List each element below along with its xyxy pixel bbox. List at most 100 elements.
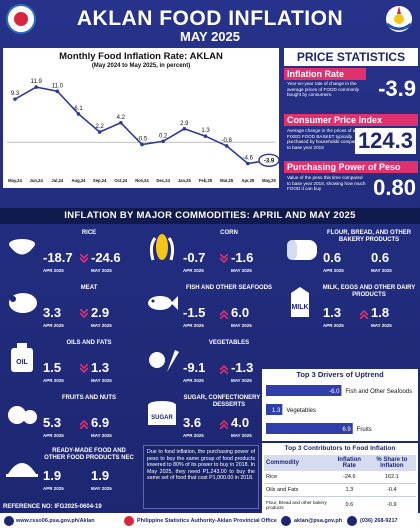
chart-subtitle: (May 2024 to May 2025, in percent) <box>91 63 191 69</box>
commodity-apr-value: 1.3 <box>323 305 342 320</box>
x-tick-label: Mar,25 <box>220 178 234 183</box>
ready-food-icon <box>6 463 38 477</box>
data-label: -0.5 <box>137 137 148 143</box>
x-tick-label: Jun,24 <box>30 178 44 183</box>
arrow-up-icon <box>220 309 228 319</box>
footer-office: Philippine Statistics Authority-Aklan Pr… <box>137 518 277 524</box>
apr-label: APR 2025 <box>43 486 64 491</box>
svg-text:OIL: OIL <box>16 359 28 366</box>
footer-email[interactable]: aklan@psa.gov.ph <box>294 518 343 524</box>
x-tick-label: Feb,25 <box>199 178 213 183</box>
inflation-rate-desc: Year-on-year rate of change in the avera… <box>287 81 359 98</box>
commodity-may-value: 1.9 <box>91 468 110 483</box>
data-label: 0.2 <box>159 133 168 139</box>
arrow-down-icon <box>80 254 88 264</box>
data-point <box>34 85 38 89</box>
may-label: MAY 2025 <box>231 323 252 328</box>
commodity-card: FLOUR, BREAD, AND OTHER BAKERY PRODUCTS 0… <box>283 228 419 280</box>
commodity-name: OILS AND FATS <box>66 340 112 346</box>
table-row: Flour, Bread and other bakery products 0… <box>264 496 416 514</box>
commodities-heading: INFLATION BY MAJOR COMMODITIES: APRIL AN… <box>0 208 420 224</box>
data-point <box>161 139 165 144</box>
psa-logo-icon <box>6 4 36 34</box>
data-label: -3.9 <box>264 158 275 164</box>
table-row: Rice -24.6 162.1 <box>264 471 416 484</box>
data-label: 2.9 <box>180 121 189 127</box>
commodity-name: READY-MADE FOOD AND OTHER FOOD PRODUCTS … <box>44 448 134 461</box>
sugar-icon: SUGAR <box>148 401 176 425</box>
table-cell: Rice <box>264 471 331 484</box>
commodity-name: MEAT <box>80 285 98 291</box>
x-tick-label: Aug,24 <box>72 178 87 183</box>
commodity-name: FRUITS AND NUTS <box>61 395 117 401</box>
apr-label: APR 2025 <box>183 433 204 438</box>
commodity-card: SUGAR SUGAR, CONFECTIONERY AND DESSERTS 3.… <box>143 393 279 445</box>
apr-label: APR 2025 <box>43 323 64 328</box>
x-tick-label: Sep,24 <box>93 178 107 183</box>
commodity-apr-value: -18.7 <box>43 250 73 265</box>
data-point <box>97 130 102 134</box>
commodity-apr-value: 5.3 <box>43 415 62 430</box>
purchasing-power-label: Purchasing Power of Peso <box>284 161 418 173</box>
commodity-may-value: -1.6 <box>231 250 254 265</box>
apr-label: APR 2025 <box>183 323 204 328</box>
may-label: MAY 2025 <box>91 433 112 438</box>
table-cell: -0.4 <box>367 483 416 497</box>
data-point <box>119 120 123 125</box>
x-tick-label: Jul,24 <box>51 178 64 183</box>
table-cell: 0.6 <box>330 496 368 514</box>
inflation-line-chart: 9.3 May,24 11.9 Jun,24 11.0 Jul,24 6.1 Aug,24 2.… <box>7 79 279 183</box>
apr-label: APR 2025 <box>43 268 64 273</box>
inflation-series-line <box>14 86 270 165</box>
milk-icon: MILK <box>291 287 309 317</box>
data-label: 9.3 <box>11 91 20 97</box>
commodity-card: MEAT 3.3 2.9 APR 2025 MAY 2025 <box>3 283 139 335</box>
apr-label: APR 2025 <box>183 268 204 273</box>
col-commodity: Commodity <box>264 455 331 471</box>
commodity-may-value: 6.9 <box>91 415 110 430</box>
facebook-icon <box>4 516 14 526</box>
arrow-up-icon <box>220 419 228 429</box>
commodity-apr-value: 0.6 <box>323 250 342 265</box>
footer-facebook[interactable]: www.rsso06.psa.gov.ph/Aklan <box>16 518 95 524</box>
data-point <box>140 142 144 147</box>
data-point <box>224 144 229 148</box>
arrow-up-icon <box>220 364 228 374</box>
chart-title: Monthly Food Inflation Rate: AKLAN <box>59 51 223 62</box>
driver-value: -6.0 <box>329 389 340 395</box>
may-label: MAY 2025 <box>91 486 112 491</box>
commodity-name: VEGETABLES <box>208 340 250 346</box>
may-label: MAY 2025 <box>91 323 112 328</box>
x-tick-label: Nov,24 <box>135 178 149 183</box>
driver-bar <box>266 385 342 396</box>
commodity-card: MILK MILK, EGGS AND OTHER DAIRY PRODUCTS 1… <box>283 283 419 335</box>
arrow-down-icon <box>80 364 88 374</box>
col-share: % Share to Inflation <box>367 455 416 471</box>
meat-icon <box>9 293 37 313</box>
commodity-name: SUGAR, CONFECTIONERY AND DESSERTS <box>183 395 275 408</box>
data-point <box>203 134 208 138</box>
data-point <box>76 112 81 116</box>
table-cell: Oils and Fats <box>264 483 331 497</box>
page-subtitle: MAY 2025 <box>180 29 240 44</box>
may-label: MAY 2025 <box>231 378 252 383</box>
commodity-may-value: 2.9 <box>91 305 110 320</box>
table-row: Oils and Fats 1.3 -0.4 <box>264 483 416 497</box>
commodity-card: CORN -0.7 -1.6 APR 2025 MAY 2025 <box>143 228 279 280</box>
highlight-marker <box>258 153 279 167</box>
commodity-may-value: 0.6 <box>371 250 390 265</box>
commodity-card: RICE -18.7 -24.6 APR 2025 MAY 2025 <box>3 228 139 280</box>
x-tick-label: Jan,25 <box>178 178 192 183</box>
commodity-apr-value: -9.1 <box>183 360 206 375</box>
purchasing-power-value: 0.80 <box>373 175 416 200</box>
contributors-panel: Top 3 Contributors to Food Inflation Com… <box>262 443 418 523</box>
commodity-card: VEGETABLES -9.1 -1.3 APR 2025 MAY 2025 <box>143 338 279 390</box>
data-point <box>13 97 17 101</box>
data-label: -0.8 <box>221 138 232 144</box>
commodity-may-value: 6.0 <box>231 305 250 320</box>
x-tick-label: Apr,25 <box>241 178 254 183</box>
may-label: MAY 2025 <box>371 268 392 273</box>
bread-icon <box>287 240 317 260</box>
x-tick-label: Dec,24 <box>156 178 170 183</box>
col-inflation-rate: Inflation Rate <box>330 455 368 471</box>
